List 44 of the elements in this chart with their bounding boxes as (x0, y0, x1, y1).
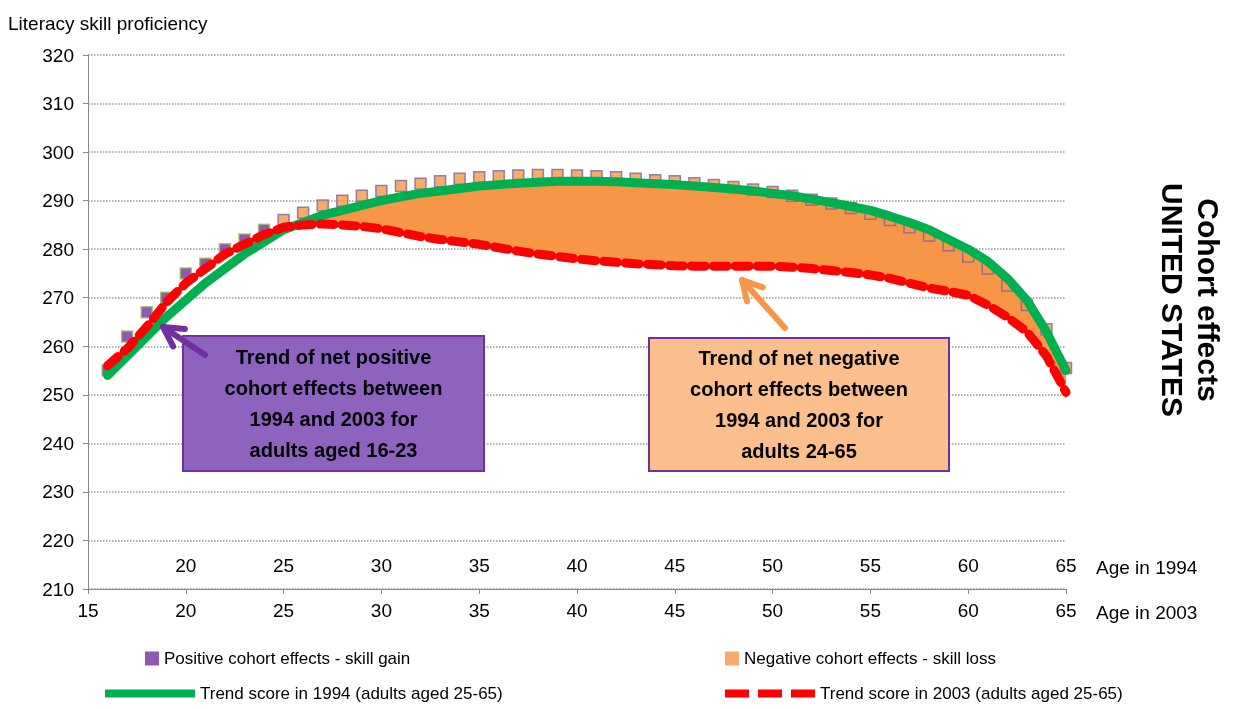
x-tick-label: 50 (762, 600, 784, 621)
text: UNITED STATES (1155, 182, 1190, 419)
label-box: Trend of net positive cohort effects between 1994 and 2003 for adults aged 16-23 (182, 335, 485, 472)
legend-label: Trend score in 2003 (adults aged 25-65) (820, 684, 1123, 703)
y-tick-label: 220 (42, 529, 74, 551)
x2-tick-label: 50 (762, 555, 784, 576)
x2-tick-label: 20 (175, 555, 197, 576)
y-tick-label: 290 (42, 190, 74, 212)
y-tick-label: 230 (42, 481, 74, 503)
x-tick-label: 15 (77, 600, 99, 621)
y-tick-label: 300 (42, 141, 74, 163)
x2-tick-label: 25 (273, 555, 295, 576)
x-tick-label: 30 (370, 600, 392, 621)
x-tick-label: 65 (1055, 600, 1077, 621)
legend-label: Negative cohort effects - skill loss (744, 649, 996, 668)
y-tick-label: 260 (42, 335, 74, 357)
x-tick-label: 20 (175, 600, 197, 621)
label-box: Trend of net negative cohort effects between 1994 and 2003 for adults 24-65 (648, 337, 950, 472)
x2-tick-label: 40 (566, 555, 588, 576)
x2-tick-label: 55 (859, 555, 881, 576)
y-tick-label: 320 (42, 44, 74, 66)
x-tick-label: 45 (664, 600, 686, 621)
x-tick-label: 55 (859, 600, 881, 621)
x2-tick-label: 65 (1055, 555, 1077, 576)
legend-label: Trend score in 1994 (adults aged 25-65) (200, 684, 503, 703)
y-tick-label: 310 (42, 93, 74, 115)
y-tick-label: 240 (42, 432, 74, 454)
y-tick-label: 210 (42, 578, 74, 600)
x2-tick-label: 30 (370, 555, 392, 576)
y-tick-label: 270 (42, 287, 74, 309)
x2-tick-label: 60 (957, 555, 979, 576)
legend-label: Positive cohort effects - skill gain (164, 649, 411, 668)
y-axis-title: Literacy skill proficiency (8, 13, 209, 34)
x-tick-label: 60 (957, 600, 979, 621)
x-axis-title: Age in 2003 (1096, 602, 1198, 623)
y-tick-label: 250 (42, 384, 74, 406)
x-tick-label: 25 (273, 600, 295, 621)
x2-axis-title: Age in 1994 (1096, 557, 1198, 578)
x2-tick-label: 35 (468, 555, 490, 576)
x-tick-label: 35 (468, 600, 490, 621)
y-tick-label: 280 (42, 238, 74, 260)
text: Cohort effects (1191, 197, 1226, 404)
x-tick-label: 40 (566, 600, 588, 621)
x2-tick-label: 45 (664, 555, 686, 576)
